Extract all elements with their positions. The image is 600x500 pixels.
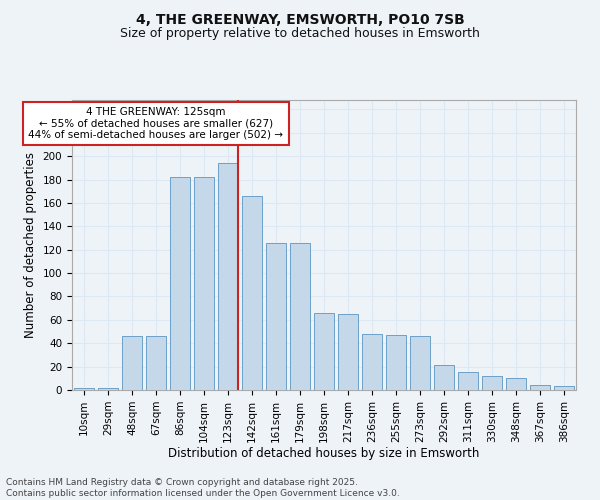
Bar (530, 386, 550, 390)
Bar (266, 242, 286, 390)
Bar (98, 388, 118, 390)
Bar (362, 334, 382, 390)
Bar (146, 336, 166, 390)
Bar (458, 372, 478, 390)
Text: Size of property relative to detached houses in Emsworth: Size of property relative to detached ho… (120, 28, 480, 40)
Bar (410, 336, 430, 390)
Bar (122, 336, 142, 390)
Bar (74, 388, 94, 390)
Bar (314, 313, 334, 390)
Bar (506, 378, 526, 390)
Text: Contains HM Land Registry data © Crown copyright and database right 2025.
Contai: Contains HM Land Registry data © Crown c… (6, 478, 400, 498)
Bar (242, 196, 262, 390)
Text: 4, THE GREENWAY, EMSWORTH, PO10 7SB: 4, THE GREENWAY, EMSWORTH, PO10 7SB (136, 12, 464, 26)
Bar (218, 163, 238, 390)
Bar (290, 242, 310, 390)
Bar (434, 366, 454, 390)
Bar (386, 335, 406, 390)
Bar (554, 386, 574, 390)
X-axis label: Distribution of detached houses by size in Emsworth: Distribution of detached houses by size … (169, 448, 479, 460)
Bar (194, 177, 214, 390)
Bar (338, 314, 358, 390)
Bar (482, 376, 502, 390)
Y-axis label: Number of detached properties: Number of detached properties (24, 152, 37, 338)
Text: 4 THE GREENWAY: 125sqm
← 55% of detached houses are smaller (627)
44% of semi-de: 4 THE GREENWAY: 125sqm ← 55% of detached… (29, 107, 284, 140)
Bar (170, 177, 190, 390)
